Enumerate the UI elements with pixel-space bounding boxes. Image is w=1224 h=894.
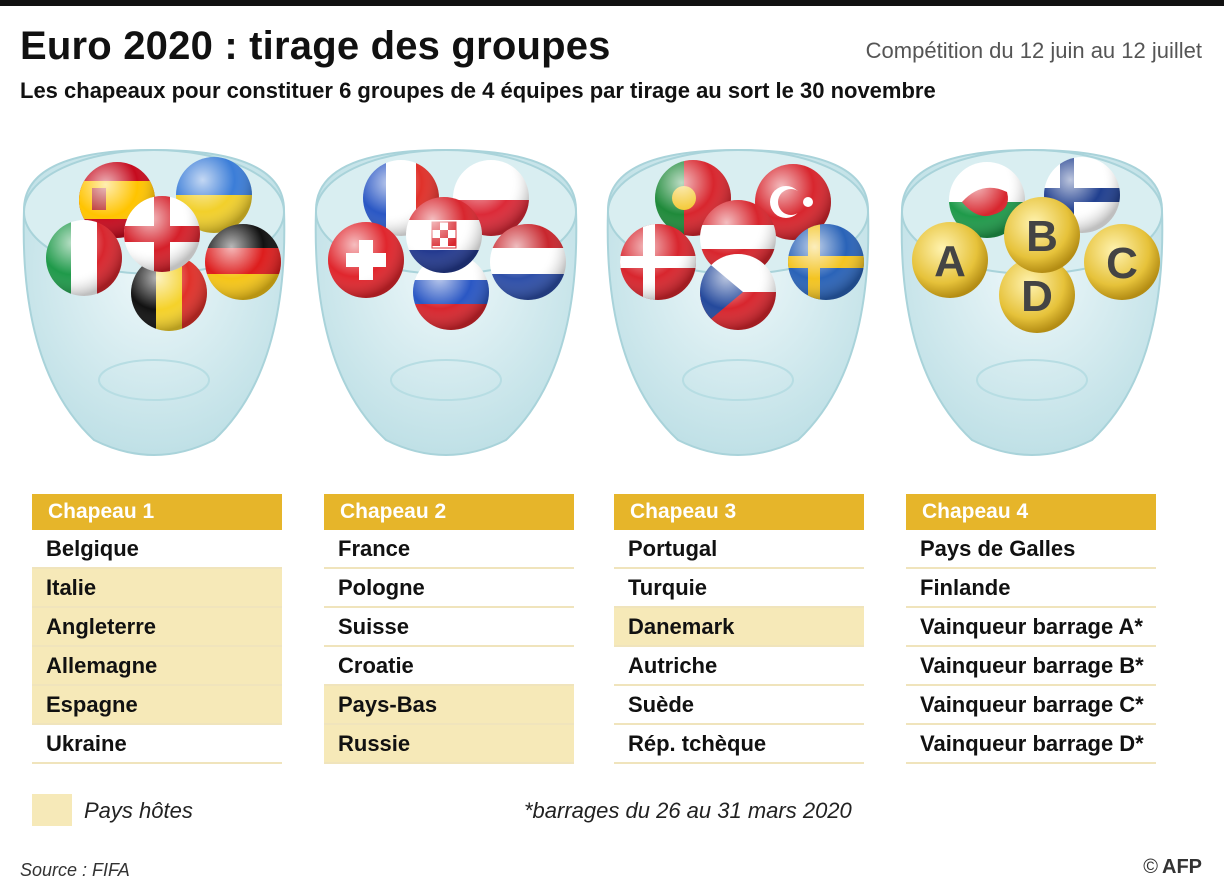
flag-ball-switzerland (328, 222, 404, 298)
page-title: Euro 2020 : tirage des groupes (20, 24, 611, 68)
ball-c-letter: C (1106, 239, 1138, 288)
team-row: Vainqueur barrage D* (906, 725, 1156, 764)
pot-table-2: Chapeau 2 France Pologne Suisse Croatie … (324, 494, 574, 764)
credit: © AFP (1143, 856, 1202, 879)
ball-d: D (999, 257, 1075, 333)
team-row: Rép. tchèque (614, 725, 864, 764)
team-row: Espagne (32, 686, 282, 725)
flag-ball-germany (205, 224, 281, 300)
team-row: Vainqueur barrage C* (906, 686, 1156, 725)
bowl-pot-2 (314, 148, 578, 457)
pot-header: Chapeau 4 (906, 494, 1156, 530)
team-row: Autriche (614, 647, 864, 686)
team-row: Belgique (32, 530, 282, 569)
pot-table-3: Chapeau 3 Portugal Turquie Danemark Autr… (614, 494, 864, 764)
footnote: *barrages du 26 au 31 mars 2020 (524, 798, 852, 823)
legend-host-label: Pays hôtes (84, 798, 193, 823)
flag-ball-russia (413, 254, 489, 330)
team-row: Allemagne (32, 647, 282, 686)
flag-ball-finland (1044, 157, 1120, 233)
team-row: Vainqueur barrage B* (906, 647, 1156, 686)
ball-a: A (912, 222, 988, 298)
flag-ball-england (124, 196, 200, 272)
team-row: France (324, 530, 574, 569)
team-row: Suisse (324, 608, 574, 647)
flag-ball-austria (700, 200, 776, 276)
team-row: Ukraine (32, 725, 282, 764)
afp-logo: AFP (1162, 856, 1202, 878)
team-row: Danemark (614, 608, 864, 647)
bowl-pot-1 (22, 148, 286, 457)
competition-dates: Compétition du 12 juin au 12 juillet (865, 38, 1202, 63)
team-row: Turquie (614, 569, 864, 608)
top-rule (0, 0, 1224, 6)
ball-b-letter: B (1026, 212, 1058, 261)
source: Source : FIFA (20, 860, 130, 880)
flag-ball-sweden (788, 224, 864, 300)
team-row: Italie (32, 569, 282, 608)
team-row: Pays de Galles (906, 530, 1156, 569)
team-row: Pays-Bas (324, 686, 574, 725)
team-row: Suède (614, 686, 864, 725)
ball-c: C (1084, 224, 1160, 300)
team-row: Russie (324, 725, 574, 764)
copyright-symbol: © (1143, 856, 1158, 878)
ball-a-letter: A (934, 237, 966, 286)
team-row: Vainqueur barrage A* (906, 608, 1156, 647)
pot-header: Chapeau 2 (324, 494, 574, 530)
ball-d-letter: D (1021, 272, 1053, 321)
legend-host-swatch (32, 794, 72, 826)
bowl-pot-3 (606, 148, 870, 457)
flag-ball-denmark (620, 224, 696, 300)
team-row: Angleterre (32, 608, 282, 647)
flag-ball-croatia (406, 197, 482, 273)
team-row: Pologne (324, 569, 574, 608)
pot-header: Chapeau 3 (614, 494, 864, 530)
ball-b: B (1004, 197, 1080, 273)
pot-table-4: Chapeau 4 Pays de Galles Finlande Vainqu… (906, 494, 1156, 764)
team-row: Croatie (324, 647, 574, 686)
pot-header: Chapeau 1 (32, 494, 282, 530)
bowl-pot-4: A C D B (900, 148, 1164, 457)
pot-table-1: Chapeau 1 Belgique Italie Angleterre All… (32, 494, 282, 764)
team-row: Portugal (614, 530, 864, 569)
page-subtitle: Les chapeaux pour constituer 6 groupes d… (20, 78, 936, 103)
team-row: Finlande (906, 569, 1156, 608)
